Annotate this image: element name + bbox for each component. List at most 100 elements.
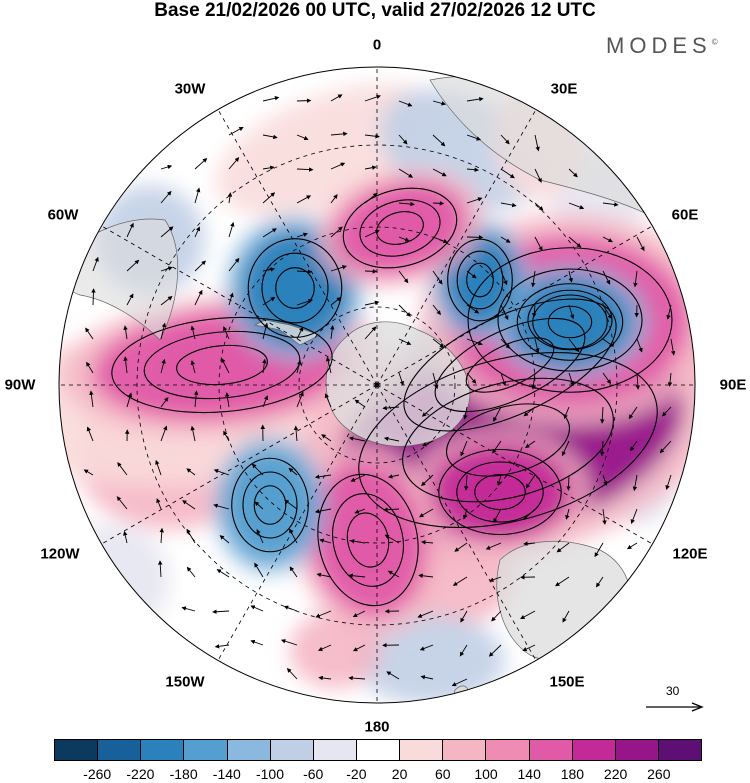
wind-vector — [223, 430, 230, 442]
wind-vector — [384, 534, 400, 544]
wind-vector — [500, 304, 509, 321]
wind-vector — [284, 499, 298, 510]
wind-vector — [562, 610, 570, 623]
wind-vector — [398, 270, 409, 284]
colorbar-tick-label: -20 — [346, 766, 367, 782]
wind-vector — [182, 500, 196, 510]
lon-label-90e: 90E — [719, 376, 747, 394]
wind-vector — [227, 192, 233, 204]
wind-vector — [520, 610, 536, 620]
wind-vector — [194, 157, 208, 170]
wind-vector — [500, 202, 517, 208]
wind-vector — [317, 644, 332, 652]
wind-vector — [500, 270, 508, 286]
wind-vector — [117, 462, 128, 476]
wind-vector — [636, 338, 643, 353]
wind-vector — [296, 360, 302, 374]
wind-vector — [123, 325, 128, 340]
wind-vector — [602, 236, 613, 243]
lon-label-0: 0 — [372, 36, 382, 54]
wind-vector — [635, 372, 641, 390]
colorbar-tick-label: 60 — [435, 766, 451, 782]
wind-vector — [364, 134, 380, 139]
wind-vector — [160, 322, 167, 340]
wind-vector — [92, 256, 99, 272]
wind-vector — [350, 474, 366, 482]
contour-line — [402, 377, 614, 503]
latitude-circle — [136, 144, 618, 626]
wind-vector — [566, 474, 571, 491]
wind-vector — [186, 468, 196, 476]
wind-vector — [262, 134, 278, 140]
wind-vector — [466, 197, 483, 204]
wind-vector — [160, 164, 173, 170]
wind-vector — [262, 395, 269, 408]
wind-vector — [212, 609, 230, 615]
wind-vector — [314, 474, 332, 479]
wind-vector — [421, 540, 434, 545]
wind-vector — [318, 675, 332, 681]
wind-vector — [364, 229, 380, 238]
wind-vector — [462, 508, 468, 520]
wind-vector — [383, 507, 400, 512]
wind-vector — [321, 434, 332, 442]
wind-vector — [89, 390, 94, 408]
wind-vector — [633, 270, 638, 288]
wind-vector — [156, 498, 162, 510]
wind-vector — [523, 541, 536, 546]
meridian-line — [376, 225, 653, 386]
wind-vector — [354, 399, 366, 408]
wind-vector — [160, 358, 166, 374]
wind-vector — [460, 440, 468, 457]
wind-vector — [489, 576, 502, 582]
anomaly-center — [245, 474, 295, 536]
wind-vector — [599, 440, 605, 457]
copyright-mark: © — [711, 37, 718, 47]
anomaly-center — [264, 256, 326, 320]
colorbar-cell — [55, 740, 99, 760]
wind-vector — [568, 236, 582, 248]
contour-line — [111, 316, 333, 414]
wind-vector — [330, 265, 347, 272]
wind-vector — [181, 606, 196, 612]
contour-line — [231, 457, 309, 553]
meridian-line — [376, 384, 537, 661]
colorbar-tick-label: 180 — [560, 766, 585, 782]
wind-vector — [568, 372, 575, 387]
lon-label-60w: 60W — [47, 206, 79, 224]
wind-vector — [159, 527, 164, 544]
wind-vector — [463, 406, 468, 420]
meridian-line — [376, 384, 653, 545]
contour-line — [376, 211, 424, 245]
wind-vector — [421, 474, 434, 487]
wind-vector — [460, 610, 468, 623]
contour-line — [143, 330, 301, 400]
meridian-line — [217, 384, 378, 661]
colorbar-cell — [141, 740, 185, 760]
contour-line — [466, 262, 494, 298]
colorbar-cell — [658, 740, 702, 760]
contour-line — [456, 250, 504, 310]
wind-vector — [160, 266, 173, 272]
wind-vector — [91, 288, 96, 306]
colorbar-cell — [313, 740, 357, 760]
wind-vector — [454, 542, 468, 552]
wind-vector — [194, 226, 200, 238]
wind-vector — [126, 392, 133, 408]
wind-vector — [417, 610, 434, 618]
wind-vector — [280, 639, 298, 646]
wind-vector — [383, 436, 400, 442]
colorbar-ticks: -260 -220 -180 -140 -100 -60 -20 20 60 100 140 180 2… — [54, 762, 702, 782]
contour-line — [275, 267, 315, 309]
wind-vector — [123, 356, 128, 374]
wind-vector — [466, 134, 482, 141]
colorbar-tick-label: -260 — [83, 766, 112, 782]
anomaly-center — [335, 497, 401, 583]
wind-vector — [296, 167, 314, 172]
wind-vector — [186, 566, 196, 578]
wind-vector — [534, 168, 542, 183]
wind-vector — [315, 610, 332, 618]
lon-label-60e: 60E — [671, 206, 699, 224]
wind-vector — [228, 126, 244, 136]
wind-vector — [85, 327, 94, 340]
